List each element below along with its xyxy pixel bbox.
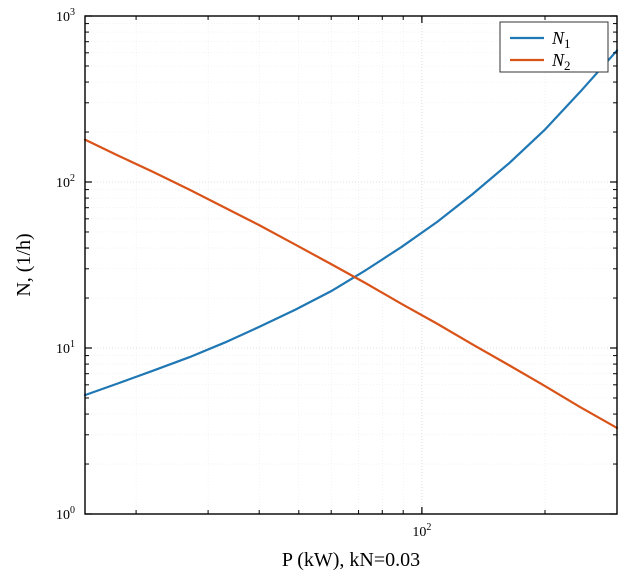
y-axis-label: N, (1/h) [13,233,35,296]
svg-text:102: 102 [412,522,431,540]
svg-text:101: 101 [56,339,75,357]
chart-svg: 102 100 101 102 103 P (kW), kN=0.03 N, (1/h) N1… [0,0,638,582]
svg-text:103: 103 [56,7,75,25]
legend: N1N2 [500,22,608,73]
x-axis-label: P (kW), kN=0.03 [282,549,420,571]
line-chart: 102 100 101 102 103 P (kW), kN=0.03 N, (1/h) N1… [0,0,638,582]
svg-text:102: 102 [56,173,75,191]
svg-text:100: 100 [56,505,75,523]
